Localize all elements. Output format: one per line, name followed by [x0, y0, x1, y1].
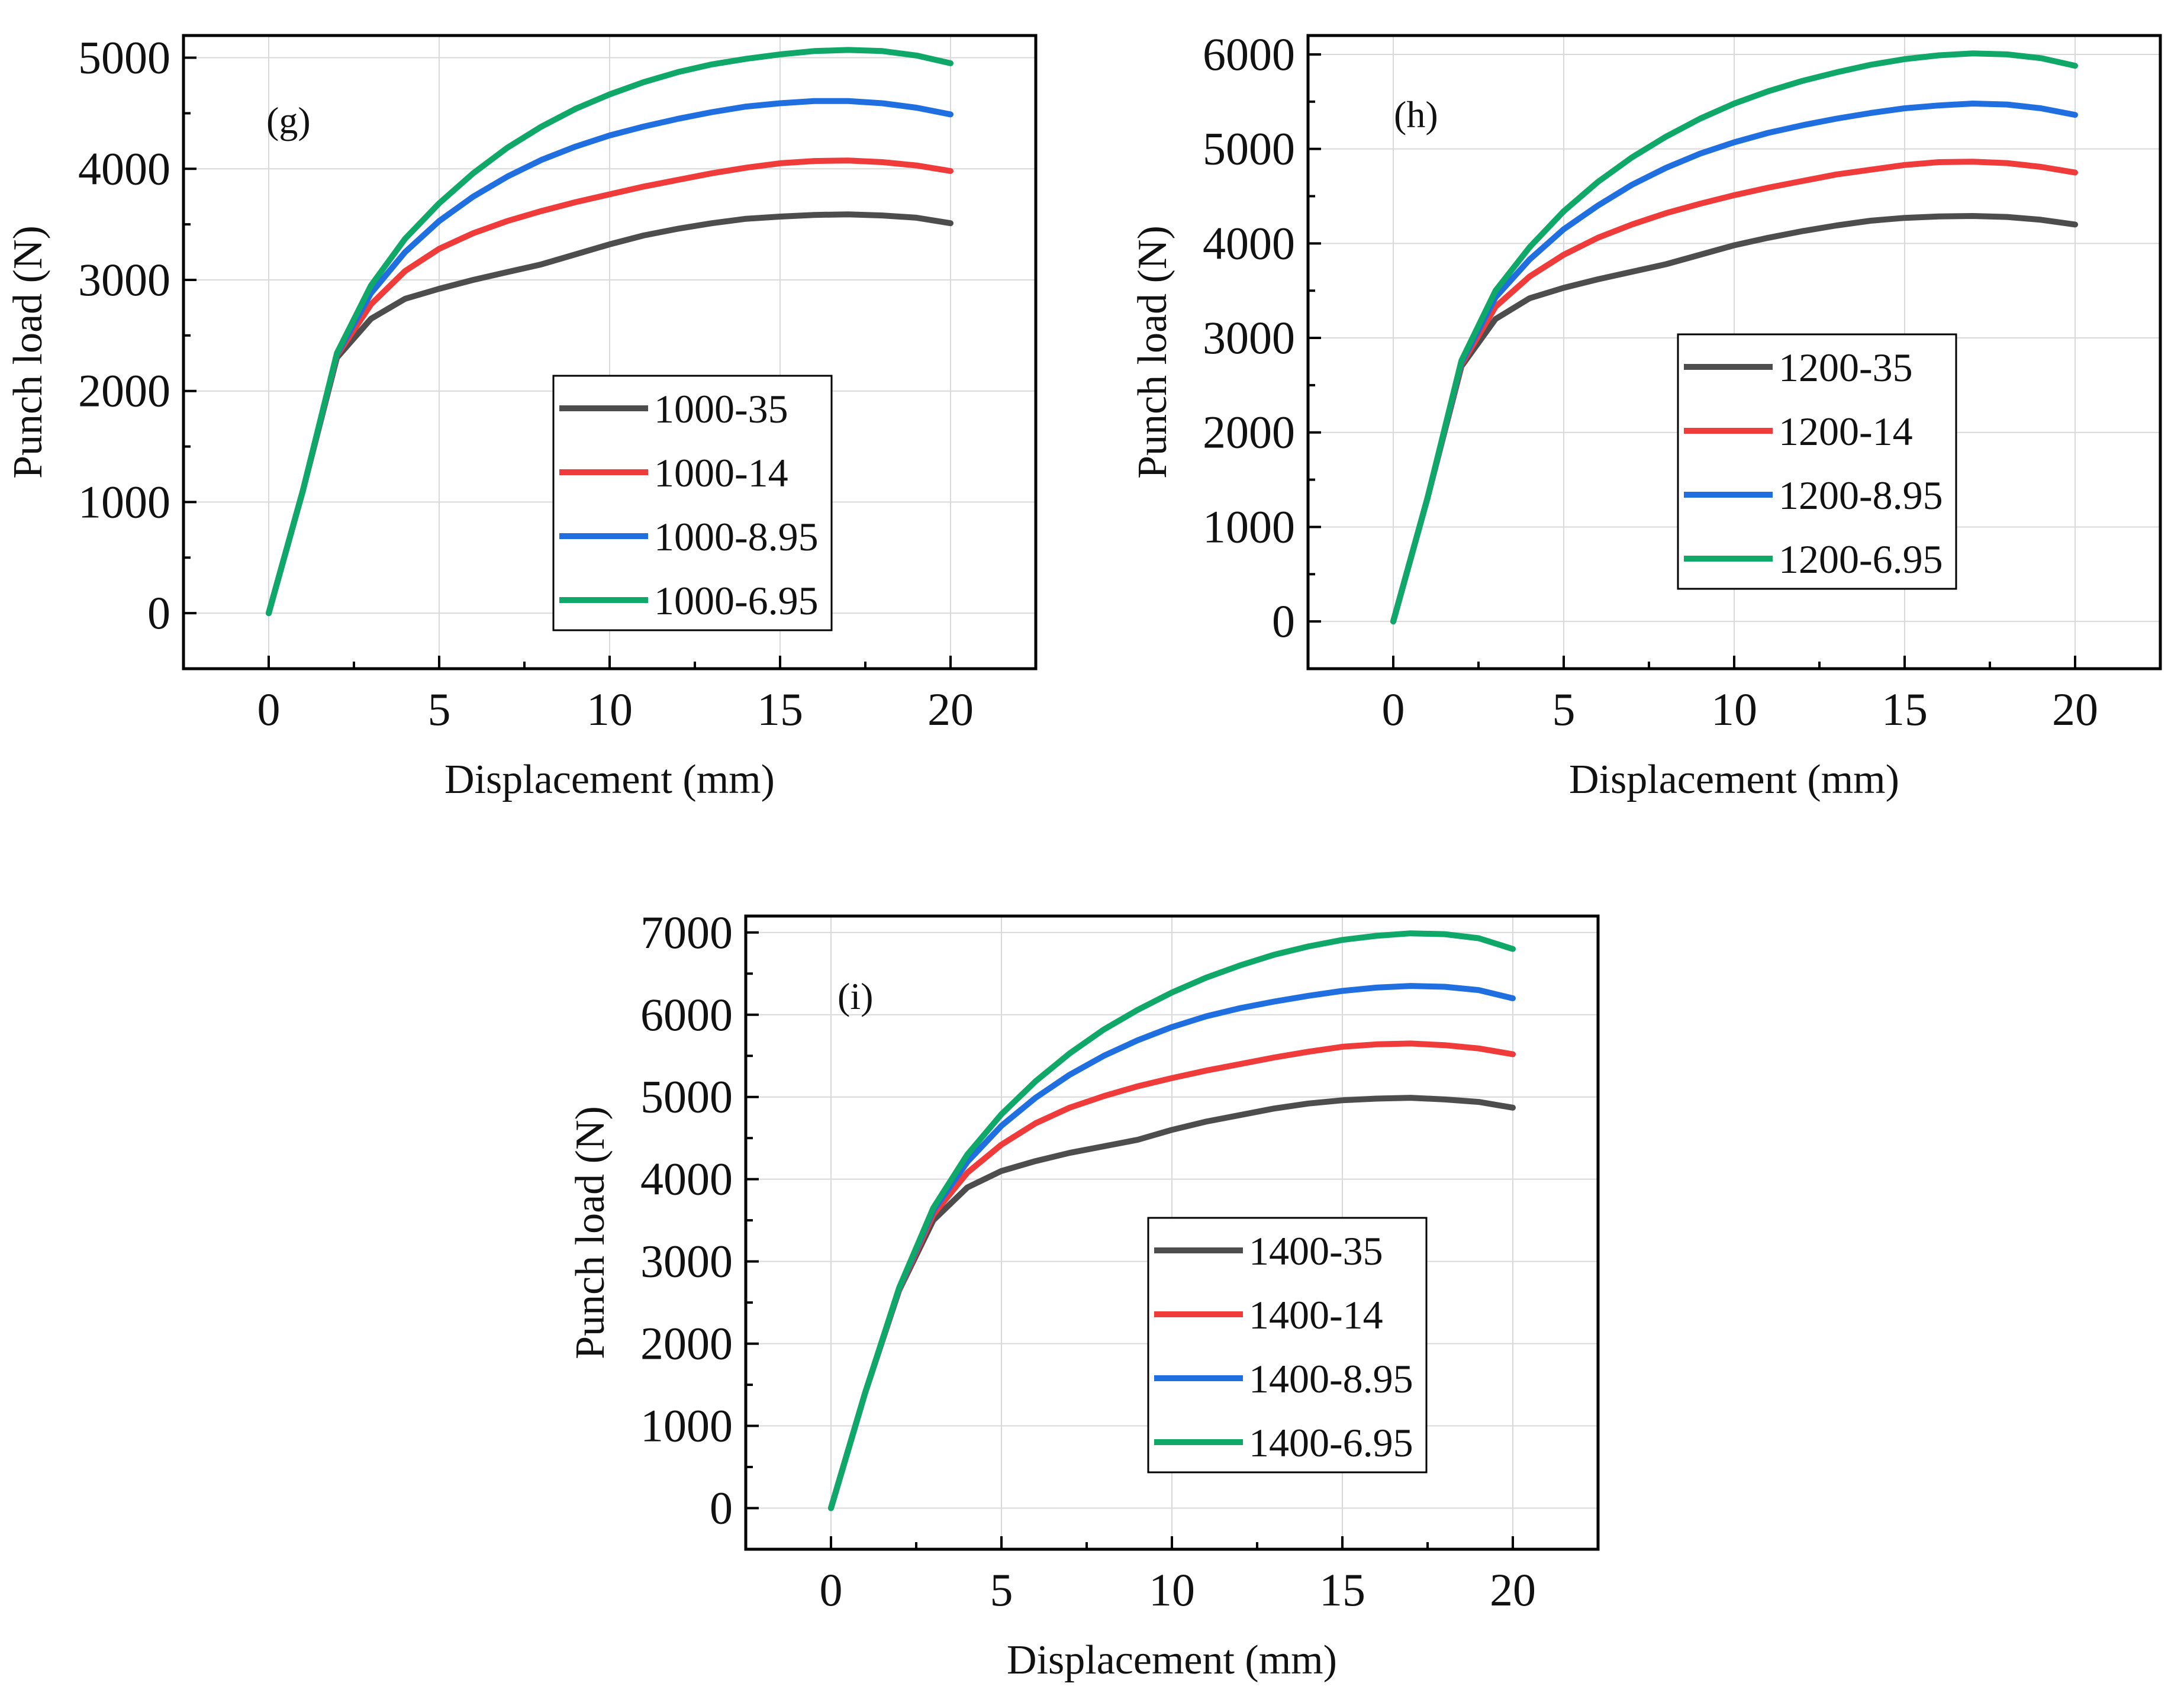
y-tick-label: 7000	[640, 907, 733, 958]
legend: 1400-35 1400-14 1400-8.95 1400-6.95	[1147, 1217, 1428, 1473]
series-line-1400-14	[828, 1040, 1516, 1511]
legend: 1000-35 1000-14 1000-8.95 1000-6.95	[552, 375, 833, 631]
legend-box	[552, 375, 833, 631]
y-tick-label: 5000	[1203, 123, 1295, 175]
series-line-1400-6.95	[828, 930, 1516, 1511]
legend-label: 1000-14	[654, 450, 788, 495]
chart-panel-2: 0 5 10 15 20 0 1000 2000 3000 4000 5000 6000 Displac…	[1130, 28, 2162, 802]
x-tick-label: 15	[1882, 683, 1928, 735]
series-line-1000-14	[266, 157, 954, 617]
y-tick-label: 0	[147, 587, 170, 639]
x-tick-label: 0	[257, 683, 281, 735]
x-tick-label: 0	[820, 1564, 843, 1616]
x-tick-label: 5	[428, 683, 451, 735]
y-tick-label: 0	[710, 1482, 733, 1534]
series-line-1200-6.95	[1390, 50, 2078, 625]
x-tick-label: 5	[1552, 683, 1576, 735]
y-tick-label: 4000	[78, 143, 170, 194]
x-tick-label: 20	[927, 683, 974, 735]
legend-label: 1400-8.95	[1249, 1356, 1413, 1401]
legend-label: 1200-35	[1779, 345, 1913, 390]
chart-panel-1: 0 5 10 15 20 0 1000 2000 3000 4000 5000 Displacemen…	[5, 32, 1038, 802]
series-line-1200-14	[1390, 159, 2078, 625]
panel-label: (h)	[1394, 93, 1438, 136]
legend-label: 1200-6.95	[1779, 537, 1943, 582]
legend-label: 1000-8.95	[654, 514, 819, 559]
y-tick-label: 3000	[1203, 312, 1295, 363]
x-tick-label: 10	[587, 683, 633, 735]
legend-label: 1400-14	[1249, 1292, 1383, 1337]
legend: 1200-35 1200-14 1200-8.95 1200-6.95	[1677, 333, 1957, 590]
series-line-1400-35	[828, 1095, 1516, 1511]
y-tick-label: 6000	[1203, 28, 1295, 80]
legend-box	[1677, 333, 1957, 590]
legend-label: 1000-6.95	[654, 578, 819, 623]
y-tick-label: 2000	[640, 1318, 733, 1369]
y-tick-label: 5000	[78, 32, 170, 83]
y-tick-label: 3000	[640, 1236, 733, 1287]
y-tick-label: 5000	[640, 1071, 733, 1123]
y-tick-label: 1000	[78, 476, 170, 527]
legend-box	[1147, 1217, 1428, 1473]
series-line-1000-8.95	[266, 98, 954, 617]
series-line-1000-6.95	[266, 47, 954, 617]
x-tick-label: 15	[1319, 1564, 1365, 1616]
panel-label: (g)	[266, 99, 311, 141]
y-tick-label: 6000	[640, 989, 733, 1040]
legend-label: 1200-14	[1779, 409, 1913, 454]
legend-label: 1400-35	[1249, 1229, 1383, 1273]
x-axis-title: Displacement (mm)	[1007, 1637, 1337, 1683]
x-tick-label: 20	[2052, 683, 2098, 735]
x-tick-label: 20	[1490, 1564, 1536, 1616]
x-tick-label: 15	[757, 683, 803, 735]
y-tick-label: 1000	[640, 1400, 733, 1452]
y-axis-title: Punch load (N)	[1130, 225, 1175, 479]
series-line-1200-8.95	[1390, 101, 2078, 625]
series-line-1000-35	[266, 211, 954, 617]
legend-label: 1000-35	[654, 386, 788, 431]
y-tick-label: 0	[1272, 595, 1295, 647]
series-line-1200-35	[1390, 213, 2078, 625]
legend-label: 1400-6.95	[1249, 1420, 1413, 1465]
y-tick-label: 3000	[78, 254, 170, 305]
panel-label: (i)	[837, 975, 873, 1017]
x-tick-label: 10	[1711, 683, 1757, 735]
y-tick-label: 1000	[1203, 501, 1295, 552]
x-axis-title: Displacement (mm)	[444, 757, 775, 802]
x-tick-label: 10	[1149, 1564, 1195, 1616]
x-tick-label: 5	[990, 1564, 1013, 1616]
y-tick-label: 4000	[640, 1153, 733, 1205]
y-axis-title: Punch load (N)	[568, 1106, 613, 1359]
y-tick-label: 2000	[1203, 407, 1295, 458]
y-tick-label: 4000	[1203, 217, 1295, 269]
y-tick-label: 2000	[78, 365, 170, 417]
y-axis-title: Punch load (N)	[5, 225, 51, 479]
x-tick-label: 0	[1382, 683, 1405, 735]
x-axis-title: Displacement (mm)	[1569, 757, 1899, 802]
chart-panel-3: 0 5 10 15 20 0 1000 2000 3000 4000 5000 6000 7000 Dis…	[568, 907, 1600, 1683]
legend-label: 1200-8.95	[1779, 473, 1943, 518]
